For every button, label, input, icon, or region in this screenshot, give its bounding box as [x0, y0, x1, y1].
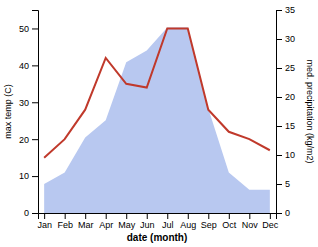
- tick-mark: [276, 213, 282, 214]
- tick-mark: [229, 213, 230, 219]
- tick-mark: [167, 213, 168, 219]
- temperature-line: [44, 28, 270, 157]
- tick: Apr: [99, 213, 113, 230]
- tick-mark: [65, 213, 66, 219]
- tick-label: 35: [285, 5, 295, 15]
- y2-axis: 0 5 10 15 20 25 30 35: [276, 5, 295, 218]
- tick: Jul: [162, 213, 174, 230]
- tick-label: Oct: [222, 220, 237, 230]
- plot: Jan Feb Mar Apr May Jun Jul Aug Sep Oct NovDec 0 10 2…: [3, 5, 315, 243]
- tick-label: 40: [19, 61, 29, 71]
- tick-label: 25: [285, 63, 295, 73]
- tick-label: Aug: [180, 220, 196, 230]
- tick-label: 30: [19, 98, 29, 108]
- tick-mark: [249, 213, 250, 219]
- tick-mark: [85, 213, 86, 219]
- tick-mark: [188, 213, 189, 219]
- tick-mark: [126, 213, 127, 219]
- tick-mark: [276, 184, 282, 185]
- y-axis-title: max temp (C): [3, 84, 13, 139]
- tick-label: Mar: [78, 220, 94, 230]
- tick: Sep: [201, 213, 217, 230]
- tick-label: 10: [19, 171, 29, 181]
- tick: Nov: [242, 213, 259, 230]
- chart: Jan Feb Mar Apr May Jun Jul Aug Sep Oct NovDec 0 10 2…: [0, 0, 318, 247]
- x-axis: Jan Feb Mar Apr May Jun Jul Aug Sep Oct NovDec: [37, 213, 278, 230]
- tick-label: 20: [285, 92, 295, 102]
- tick-label: 0: [285, 208, 290, 218]
- tick-mark: [276, 126, 282, 127]
- tick-mark: [147, 213, 148, 219]
- tick-label: Nov: [242, 220, 259, 230]
- x-axis-title: date (month): [127, 232, 188, 243]
- precipitation-area: [44, 27, 270, 213]
- tick: 40: [19, 61, 38, 71]
- tick-label: 50: [19, 24, 29, 34]
- tick: Dec: [262, 213, 279, 230]
- tick-mark: [32, 102, 38, 103]
- axis-line: [39, 214, 277, 220]
- tick: Jan: [37, 213, 52, 230]
- tick-label: 5: [285, 179, 290, 189]
- axis-line: [32, 11, 39, 214]
- tick-mark: [106, 213, 107, 219]
- tick-mark: [208, 213, 209, 219]
- tick-mark: [32, 65, 38, 66]
- tick-label: Sep: [201, 220, 217, 230]
- tick: 30: [19, 98, 38, 108]
- tick: Oct: [222, 213, 237, 230]
- tick: Mar: [78, 213, 94, 230]
- tick-mark: [32, 28, 38, 29]
- tick-label: Apr: [99, 220, 113, 230]
- tick-mark: [32, 176, 38, 177]
- tick: 10: [19, 171, 38, 181]
- tick-label: Dec: [262, 220, 279, 230]
- tick-mark: [276, 97, 282, 98]
- tick-label: 30: [285, 34, 295, 44]
- tick-label: Jan: [37, 220, 52, 230]
- tick: Feb: [57, 213, 73, 230]
- tick: Aug: [180, 213, 196, 230]
- tick-label: Jul: [162, 220, 174, 230]
- tick-label: May: [118, 220, 136, 230]
- tick: 0: [24, 208, 38, 218]
- tick-mark: [276, 68, 282, 69]
- tick-mark: [276, 155, 282, 156]
- tick: 20: [276, 92, 295, 102]
- tick-label: 0: [24, 208, 29, 218]
- tick-label: 15: [285, 121, 295, 131]
- tick: 5: [276, 179, 290, 189]
- y-axis: 0 10 20 30 40 50: [19, 11, 39, 219]
- tick-label: Jun: [140, 220, 155, 230]
- axis-line: [277, 11, 283, 214]
- y2-axis-title: med. precipitation (kg/m2): [305, 59, 315, 163]
- tick-mark: [276, 10, 282, 11]
- tick: Jun: [140, 213, 155, 230]
- tick-label: 10: [285, 150, 295, 160]
- tick: 20: [19, 135, 38, 145]
- tick: 30: [276, 34, 295, 44]
- marks: [44, 27, 270, 213]
- tick-mark: [270, 213, 271, 219]
- tick: 10: [276, 150, 295, 160]
- tick: 35: [276, 5, 295, 15]
- tick-mark: [44, 213, 45, 219]
- tick: 25: [276, 63, 295, 73]
- tick-label: 20: [19, 135, 29, 145]
- tick-mark: [276, 39, 282, 40]
- tick-mark: [32, 139, 38, 140]
- tick: 15: [276, 121, 295, 131]
- tick: 50: [19, 24, 38, 34]
- tick: 0: [276, 208, 290, 218]
- tick: May: [118, 213, 136, 230]
- tick-label: Feb: [57, 220, 73, 230]
- tick-mark: [32, 213, 38, 214]
